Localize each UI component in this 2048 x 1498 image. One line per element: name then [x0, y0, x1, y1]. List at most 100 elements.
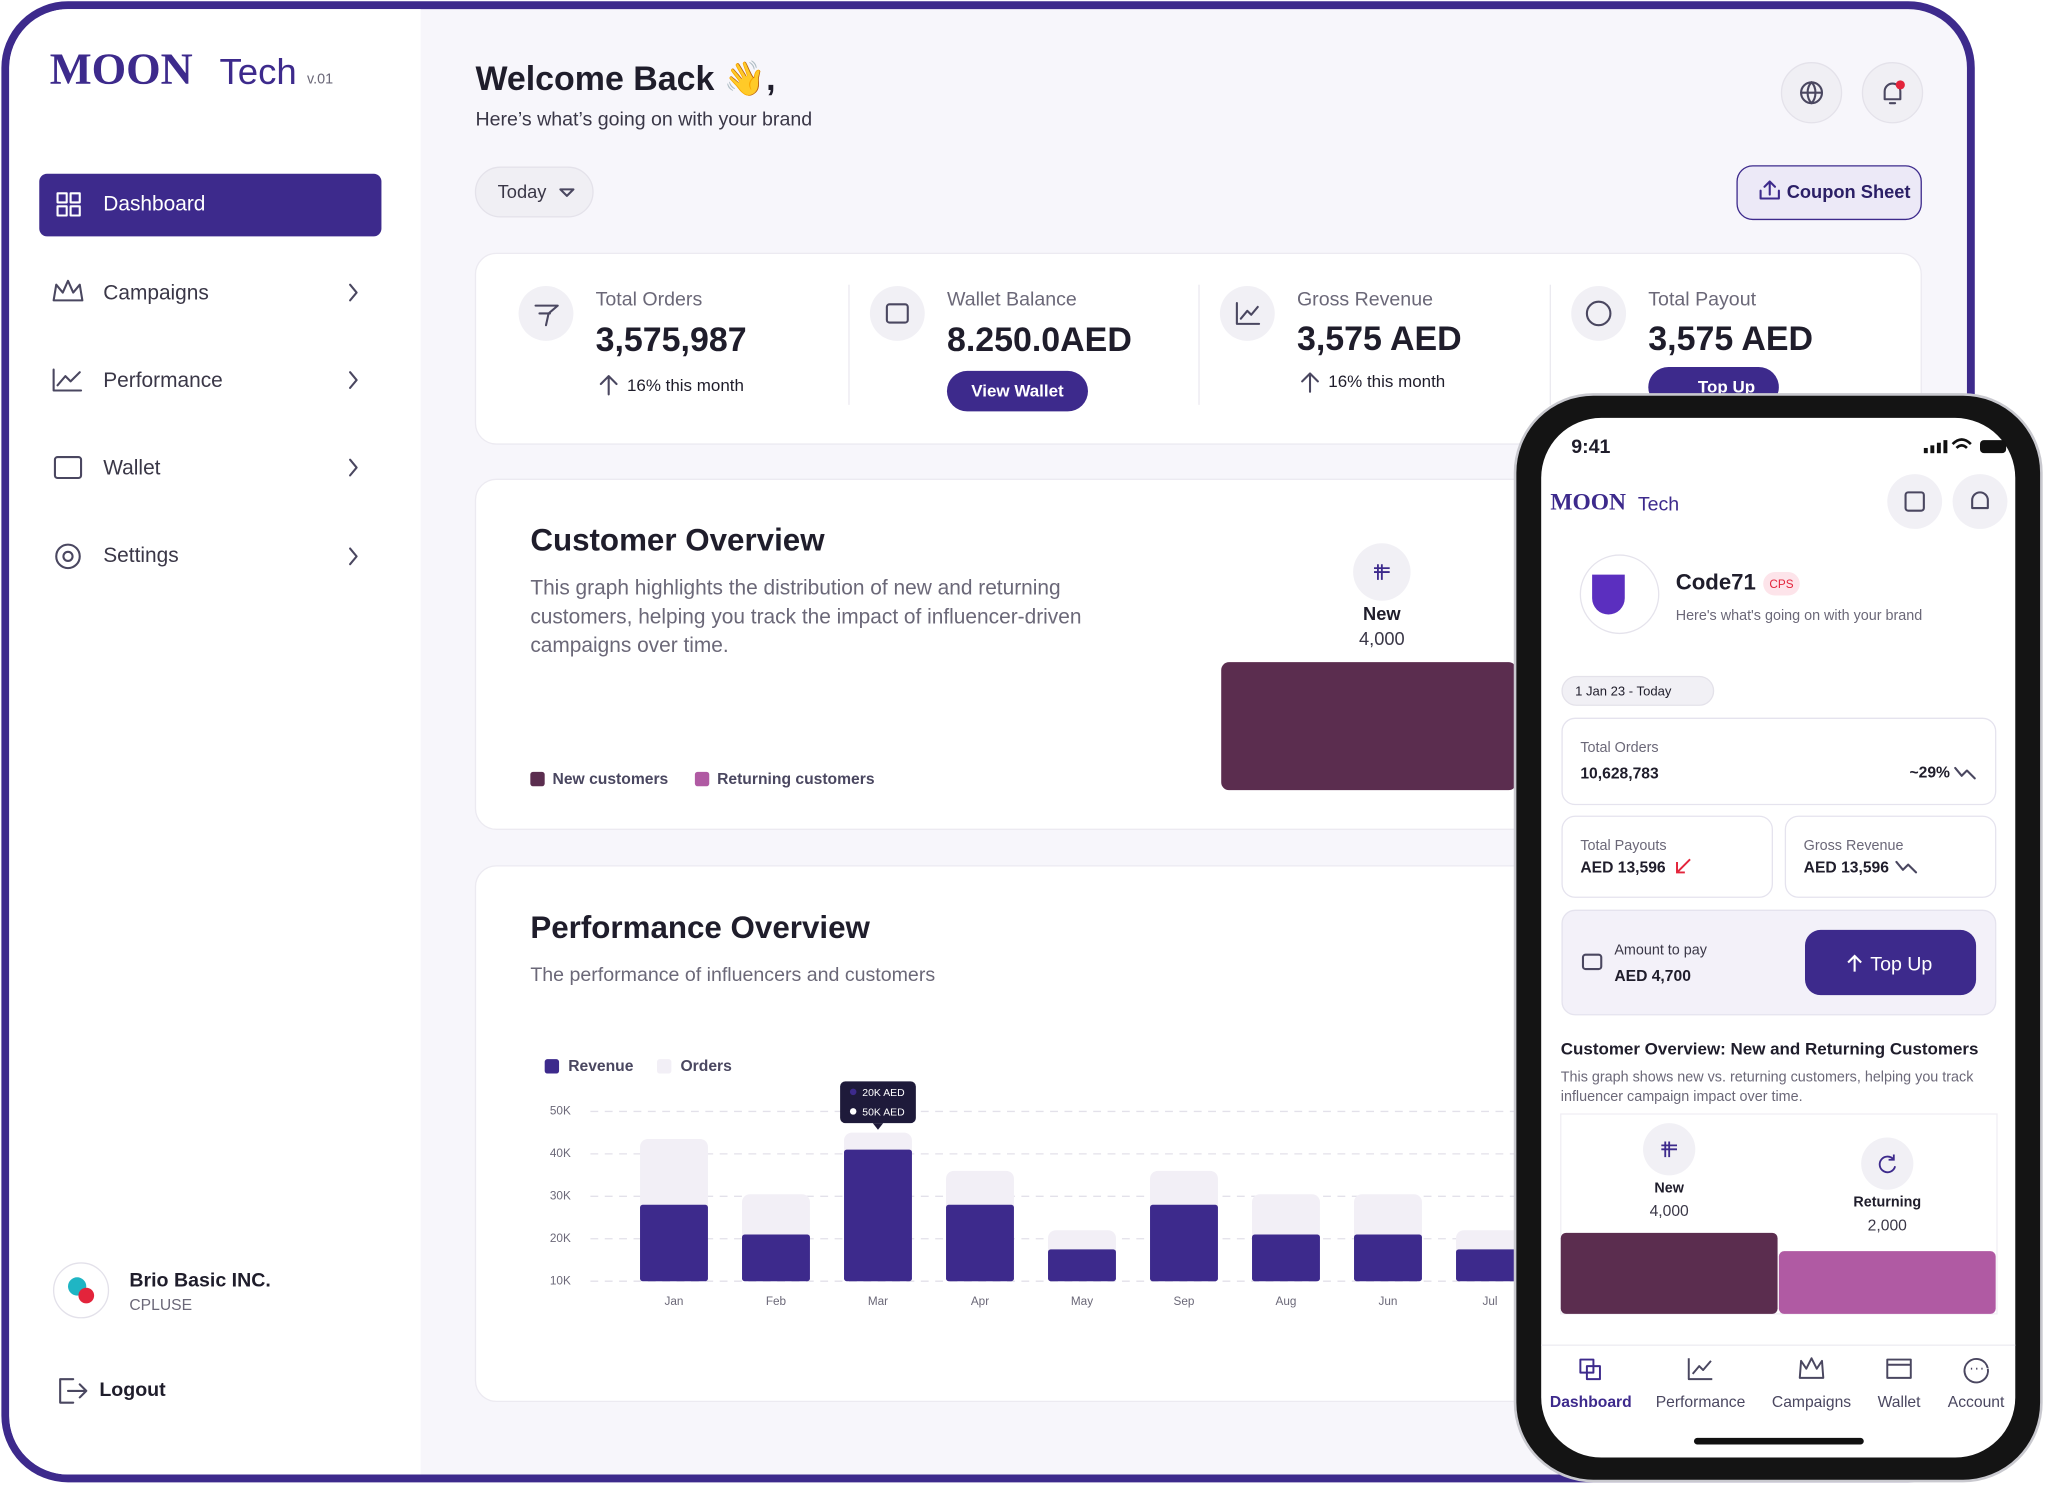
tab-label[interactable]: Campaigns — [1772, 1394, 1851, 1411]
card-label: Total Orders — [1580, 740, 1658, 756]
top-up-label: Top Up — [1870, 953, 1932, 975]
stat-label: Gross Revenue — [1297, 289, 1433, 311]
notification-button[interactable] — [1861, 62, 1924, 124]
nav-item[interactable]: Performance — [103, 369, 223, 392]
performance-chart: 10K 20K 30K 40K 50K Jan Feb Mar Apr May Sep Aug Jun J… — [544, 1058, 1524, 1308]
amount-value: AED 4,700 — [1614, 968, 1691, 985]
tab-icon — [1963, 1357, 1989, 1384]
top-up-button[interactable] — [1804, 929, 1977, 996]
card-change: ~29% — [1909, 764, 1950, 781]
phone-logo-suffix: Tech — [1638, 494, 1679, 516]
up-arrow — [1301, 372, 1319, 393]
bell-icon — [1883, 82, 1902, 105]
coupon-sheet-label: Coupon Sheet — [1787, 181, 1911, 202]
view-wallet-button[interactable] — [946, 370, 1088, 412]
view-wallet-label: View Wallet — [971, 381, 1064, 400]
top-up-label: Top Up — [1698, 377, 1755, 396]
wallet-icon — [885, 303, 909, 324]
legend-label: Orders — [681, 1058, 733, 1075]
logo-suffix: Tech — [219, 51, 296, 92]
x-tick-label: May — [1071, 1295, 1093, 1308]
logo: MOON — [50, 43, 193, 93]
sidebar — [9, 9, 421, 1475]
value-label: 2,000 — [1868, 1217, 1907, 1234]
user-name: Brio Basic INC. — [129, 1269, 270, 1291]
tab-icon — [1687, 1358, 1713, 1381]
stat-label: Total Payout — [1648, 289, 1756, 311]
category-label: New — [1363, 603, 1401, 624]
stat-value: 3,575 AED — [1297, 320, 1462, 358]
bar — [1456, 1249, 1524, 1282]
x-tick-label: Apr — [971, 1295, 989, 1308]
payouts-card — [1561, 815, 1773, 898]
bar — [946, 1204, 1014, 1282]
date-filter[interactable] — [474, 166, 594, 218]
section-title: Performance Overview — [530, 910, 870, 945]
orders-icon — [534, 304, 559, 327]
dropdown-icon — [559, 188, 575, 197]
nav-active[interactable] — [39, 173, 382, 237]
brand-name: Code71 — [1676, 570, 1756, 595]
date-pill[interactable] — [1561, 675, 1715, 706]
notification-button[interactable] — [1952, 474, 2008, 529]
tab-label[interactable]: Wallet — [1878, 1394, 1922, 1411]
revenue-icon — [1235, 301, 1261, 325]
phone-chart-title: Customer Overview: New and Returning Cus… — [1561, 1040, 1979, 1059]
revenue-card — [1784, 815, 1997, 898]
y-tick-label: 10K — [550, 1274, 571, 1287]
chevron — [349, 547, 358, 566]
x-tick-label: Feb — [766, 1295, 787, 1308]
user-company: CPLUSE — [129, 1297, 192, 1314]
logout[interactable]: Logout — [99, 1379, 166, 1401]
phone-customer-chart: New 4,000 Returning 2,000 — [1560, 1123, 1996, 1314]
chevron — [349, 458, 358, 477]
nav-item[interactable]: Campaigns — [103, 281, 209, 304]
status-icons — [1923, 440, 2007, 454]
card-label: Total Payouts — [1580, 838, 1666, 854]
badge-label: CPS — [1769, 578, 1793, 591]
brand-subtitle: Here's what's going on with your brand — [1676, 608, 1923, 624]
bar — [1150, 1204, 1218, 1282]
stat-label: Total Orders — [596, 289, 703, 311]
stat-icon-bg — [1219, 286, 1275, 341]
welcome-subtitle: Here’s what’s going on with your brand — [475, 108, 812, 130]
bar — [1778, 1251, 1996, 1314]
bell-icon — [1971, 491, 1989, 510]
x-tick-label: Jun — [1379, 1295, 1398, 1308]
section-title: Customer Overview — [530, 522, 825, 557]
tab-label[interactable]: Account — [1948, 1394, 2005, 1411]
date-filter-label: Today — [498, 181, 548, 202]
nav-item[interactable]: Dashboard — [103, 193, 205, 216]
wifi-icon — [1951, 438, 1972, 449]
coupon-sheet-button[interactable] — [1736, 165, 1922, 221]
tab-icon — [1798, 1357, 1825, 1379]
up-arrow — [1847, 954, 1862, 972]
legend-swatch — [657, 1059, 672, 1074]
chevron — [349, 283, 358, 302]
tooltip — [840, 1081, 916, 1124]
stat-label: Wallet Balance — [947, 289, 1077, 311]
bar — [640, 1204, 708, 1282]
subtitle: The performance of influencers and custo… — [530, 964, 935, 986]
trend-icon — [1895, 860, 1918, 874]
brand-logo — [1592, 574, 1625, 615]
tab-icon — [1886, 1358, 1912, 1379]
value-label: 4,000 — [1650, 1203, 1689, 1220]
badge — [1763, 572, 1800, 596]
x-tick-label: Jul — [1482, 1295, 1497, 1308]
stat-icon-bg — [869, 286, 925, 341]
bar — [1252, 1234, 1320, 1282]
phone-chart-description: This graph shows new vs. returning custo… — [1561, 1069, 1974, 1085]
stat-value: 3,575 AED — [1648, 320, 1813, 358]
nav-item[interactable]: Settings — [103, 544, 178, 567]
legend-swatch — [694, 771, 710, 787]
tab-label[interactable]: Performance — [1656, 1394, 1746, 1411]
legend-swatch — [530, 771, 545, 787]
logout-icon — [59, 1378, 88, 1404]
tab-label[interactable]: Dashboard — [1550, 1394, 1632, 1411]
date-range: 1 Jan 23 - Today — [1575, 684, 1672, 699]
calendar-button[interactable] — [1887, 474, 1943, 529]
nav-item[interactable]: Wallet — [103, 456, 160, 479]
calendar-icon — [1904, 491, 1925, 512]
chevron — [349, 371, 358, 389]
